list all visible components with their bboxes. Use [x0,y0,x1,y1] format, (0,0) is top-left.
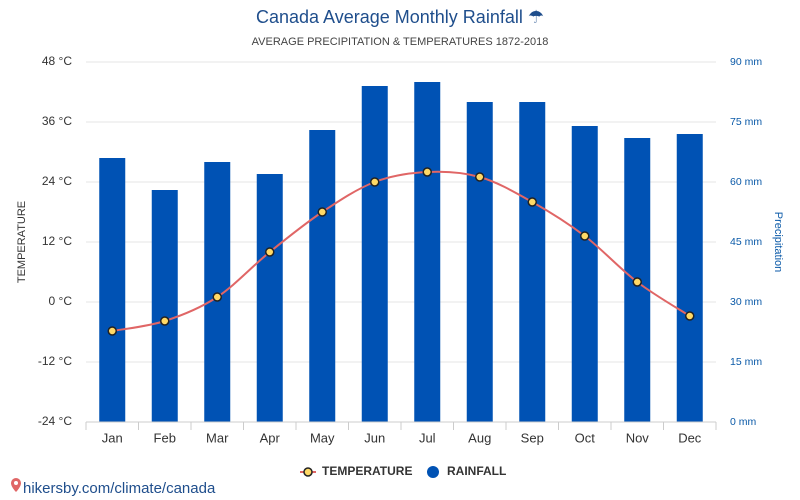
x-tick-label: Jul [419,430,436,445]
bar [256,174,283,422]
y2-tick-label: 30 mm [730,296,762,308]
x-tick-label: Oct [575,430,596,445]
y-tick-label: 36 °C [42,114,72,128]
chart-subtitle: AVERAGE PRECIPITATION & TEMPERATURES 187… [252,36,549,48]
y-tick-label: 0 °C [49,294,73,308]
chart-title: Canada Average Monthly Rainfall ☂ [256,7,544,27]
y-axis-label: TEMPERATURE [16,201,28,283]
temperature-point [107,326,117,336]
y-tick-label: -12 °C [38,354,72,368]
x-tick-label: Jun [364,430,385,445]
temperature-point [422,167,432,177]
legend-item: RAINFALL [427,464,506,478]
y2-tick-label: 15 mm [730,356,762,368]
x-tick-label: May [310,430,335,445]
y2-tick-label: 45 mm [730,236,762,248]
temperature-point [475,172,485,182]
legend-marker [303,467,313,477]
x-tick-label: Aug [468,430,491,445]
legend-label: TEMPERATURE [322,464,412,478]
legend-marker [427,466,439,478]
bar [676,134,703,422]
temperature-point [212,292,222,302]
bar [414,82,441,422]
x-tick-label: Apr [260,430,281,445]
y-tick-label: 48 °C [42,54,72,68]
bar [204,162,231,422]
y2-tick-label: 0 mm [730,416,757,428]
x-tick-label: Feb [154,430,176,445]
x-tick-label: Mar [206,430,229,445]
legend-item: TEMPERATURE [300,464,412,478]
source-icon [11,478,21,492]
temperature-point [370,177,380,187]
bar [99,158,126,422]
x-tick-label: Sep [521,430,544,445]
temperature-point [632,277,642,287]
x-tick-label: Dec [678,430,702,445]
source-link[interactable]: hikersby.com/climate/canada [23,480,216,497]
temperature-point [527,197,537,207]
y2-tick-label: 90 mm [730,56,762,68]
bar [361,86,388,422]
bar [151,190,178,422]
x-tick-label: Jan [102,430,123,445]
y2-tick-label: 60 mm [730,176,762,188]
temperature-point [685,311,695,321]
y2-axis-label: Precipitation [772,212,784,273]
bar [519,102,546,422]
temperature-line [112,170,691,332]
legend-label: RAINFALL [447,464,506,478]
temperature-point [317,207,327,217]
bar [309,130,336,422]
bar [571,126,598,422]
y-tick-label: -24 °C [38,414,72,428]
y-tick-label: 12 °C [42,234,72,248]
temperature-point [265,247,275,257]
y-tick-label: 24 °C [42,174,72,188]
temperature-point [160,316,170,326]
y2-tick-label: 75 mm [730,116,762,128]
temperature-point [580,231,590,241]
x-tick-label: Nov [626,430,650,445]
bar [466,102,493,422]
